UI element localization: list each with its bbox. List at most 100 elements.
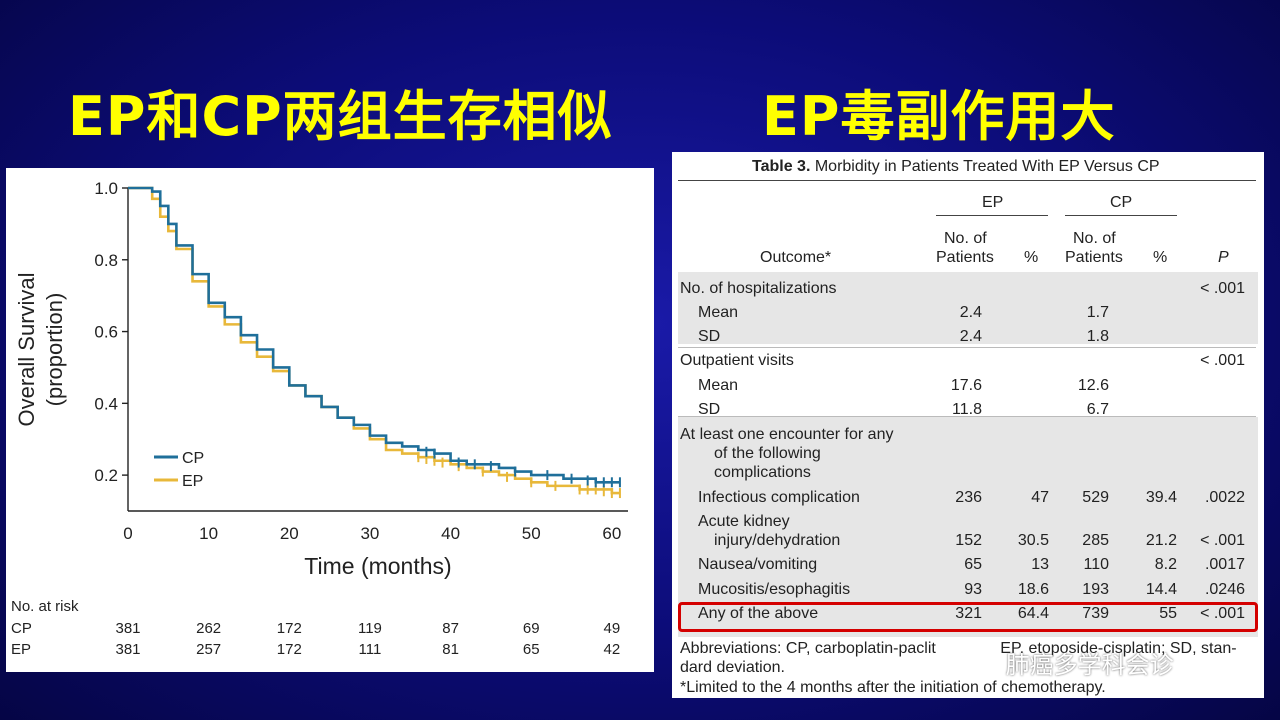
cell-p-value: .0246 [1204,581,1245,598]
risk-table-value: 42 [604,641,621,658]
cell-ep-patients: 11.8 [952,401,982,418]
x-tick-label: 20 [280,524,299,543]
cell-p-value: < .001 [1200,532,1245,549]
cell-ep-patients: 2.4 [959,304,982,321]
cell-p-value: .0022 [1204,489,1245,506]
col-header-ep-pct: % [1024,249,1039,266]
cell-cp-patients: 110 [1083,556,1109,573]
cell-ep-patients: 321 [955,605,982,622]
cell-cp-patients: 193 [1082,581,1109,598]
cell-cp-patients: 739 [1082,605,1109,622]
cell-ep-patients: 236 [955,489,982,506]
risk-table-value: 49 [604,620,621,637]
table-caption: Table 3. Morbidity in Patients Treated W… [752,158,1160,176]
risk-table-value: 262 [196,620,221,637]
x-tick-label: 10 [199,524,218,543]
series-line-ep [128,186,620,495]
table-row-label: SD [698,328,721,345]
y-tick-label: 0.2 [94,466,118,485]
row-group-rule [678,347,1256,348]
table-row-label: complications [714,464,811,481]
cell-ep-pct: 64.4 [1017,605,1049,622]
x-tick-label: 40 [441,524,460,543]
table-row-label: of the following [714,445,821,462]
highlight-box [678,602,1258,632]
table-row-label: Infectious complication [698,489,860,506]
y-tick-label: 1.0 [94,179,118,198]
cell-cp-pct: 8.2 [1154,556,1177,573]
cell-cp-patients: 1.8 [1086,328,1109,345]
risk-table-value: 119 [358,620,382,637]
risk-table-value: 81 [442,641,459,658]
ep-group-rule [936,215,1048,216]
watermark-text: 肺癌多学科会诊 [1005,651,1174,679]
table-row-label: injury/dehydration [714,532,841,549]
table-row-label: Acute kidney [698,513,790,530]
risk-table-title: No. at risk [11,598,79,615]
legend-label-cp: CP [182,450,204,467]
watermark: 肺癌多学科会诊 [958,645,1174,683]
morbidity-table-panel: Table 3. Morbidity in Patients Treated W… [672,152,1264,698]
row-group-shading [678,417,1258,637]
table-row-label: No. of hospitalizations [680,280,837,297]
slide-title-left: EP和CP两组生存相似 [68,85,613,148]
table-row-label: Nausea/vomiting [698,556,818,573]
cell-ep-patients: 17.6 [950,377,982,394]
cell-cp-patients: 529 [1082,489,1109,506]
x-tick-label: 30 [360,524,379,543]
cell-cp-patients: 1.7 [1086,304,1109,321]
cell-cp-pct: 55 [1159,605,1177,622]
risk-table-value: 69 [523,620,540,637]
risk-table-value: 87 [442,620,459,637]
group-header-ep: EP [982,194,1004,211]
footnote-abbreviations: Abbreviations: CP, carboplatin-paclit EP… [680,640,1237,658]
cell-cp-patients: 6.7 [1086,401,1109,418]
cell-ep-pct: 13 [1031,556,1049,573]
cell-ep-patients: 93 [964,581,982,598]
cell-ep-pct: 18.6 [1017,581,1049,598]
footnote-limited: *Limited to the 4 months after the initi… [680,679,1106,696]
col-header-cp-no-of: No. of [1073,230,1116,247]
x-tick-label: 0 [123,524,132,543]
y-axis-label-unit: (proportion) [42,293,67,407]
x-axis-label: Time (months) [304,553,451,579]
cell-cp-pct: 39.4 [1145,489,1177,506]
table-row-label: At least one encounter for any [680,426,894,443]
x-tick-label: 50 [522,524,541,543]
risk-table-value: 65 [523,641,540,658]
col-header-outcome: Outcome* [760,249,832,266]
risk-table-value: 381 [115,620,140,637]
col-header-ep-no-of: No. of [944,230,987,247]
cell-ep-patients: 65 [964,556,982,573]
wechat-icon [958,649,992,683]
table-top-rule [678,180,1256,181]
risk-table-value: 172 [277,641,302,658]
row-group-shading [678,272,1258,344]
y-tick-label: 0.8 [94,251,118,270]
risk-table-value: 111 [359,641,382,658]
survival-chart-panel: 0.2 0.4 0.6 0.8 1.0 0 10 20 30 40 50 60 Overall Surv… [6,168,654,672]
cell-cp-pct: 14.4 [1145,581,1177,598]
table-row-label: Mucositis/esophagitis [698,581,851,598]
footnote-abbrev-part2: EP, etoposide-cisplatin; SD, stan- [1000,640,1237,657]
risk-table-row-label: CP [11,620,32,637]
footnote-abbrev-continued: dard deviation. [680,659,785,676]
col-header-ep-patients: Patients [936,249,994,266]
cell-p-value: < .001 [1200,352,1245,369]
table-row-label: SD [698,401,721,418]
cell-p-value: < .001 [1200,605,1245,622]
slide-title-right: EP毒副作用大 [762,85,1116,148]
table-caption-text: Morbidity in Patients Treated With EP Ve… [814,158,1160,175]
row-group-rule [678,416,1256,417]
col-header-cp-pct: % [1153,249,1168,266]
cell-ep-pct: 30.5 [1017,532,1049,549]
cell-cp-patients: 285 [1082,532,1109,549]
y-tick-label: 0.6 [94,323,118,342]
cell-ep-patients: 152 [955,532,982,549]
table-row-label: Outpatient visits [680,352,794,369]
legend-label-ep: EP [182,473,203,490]
y-tick-label: 0.4 [94,394,118,413]
cp-group-rule [1065,215,1177,216]
cell-p-value: < .001 [1200,280,1245,297]
risk-table-value: 172 [277,620,302,637]
